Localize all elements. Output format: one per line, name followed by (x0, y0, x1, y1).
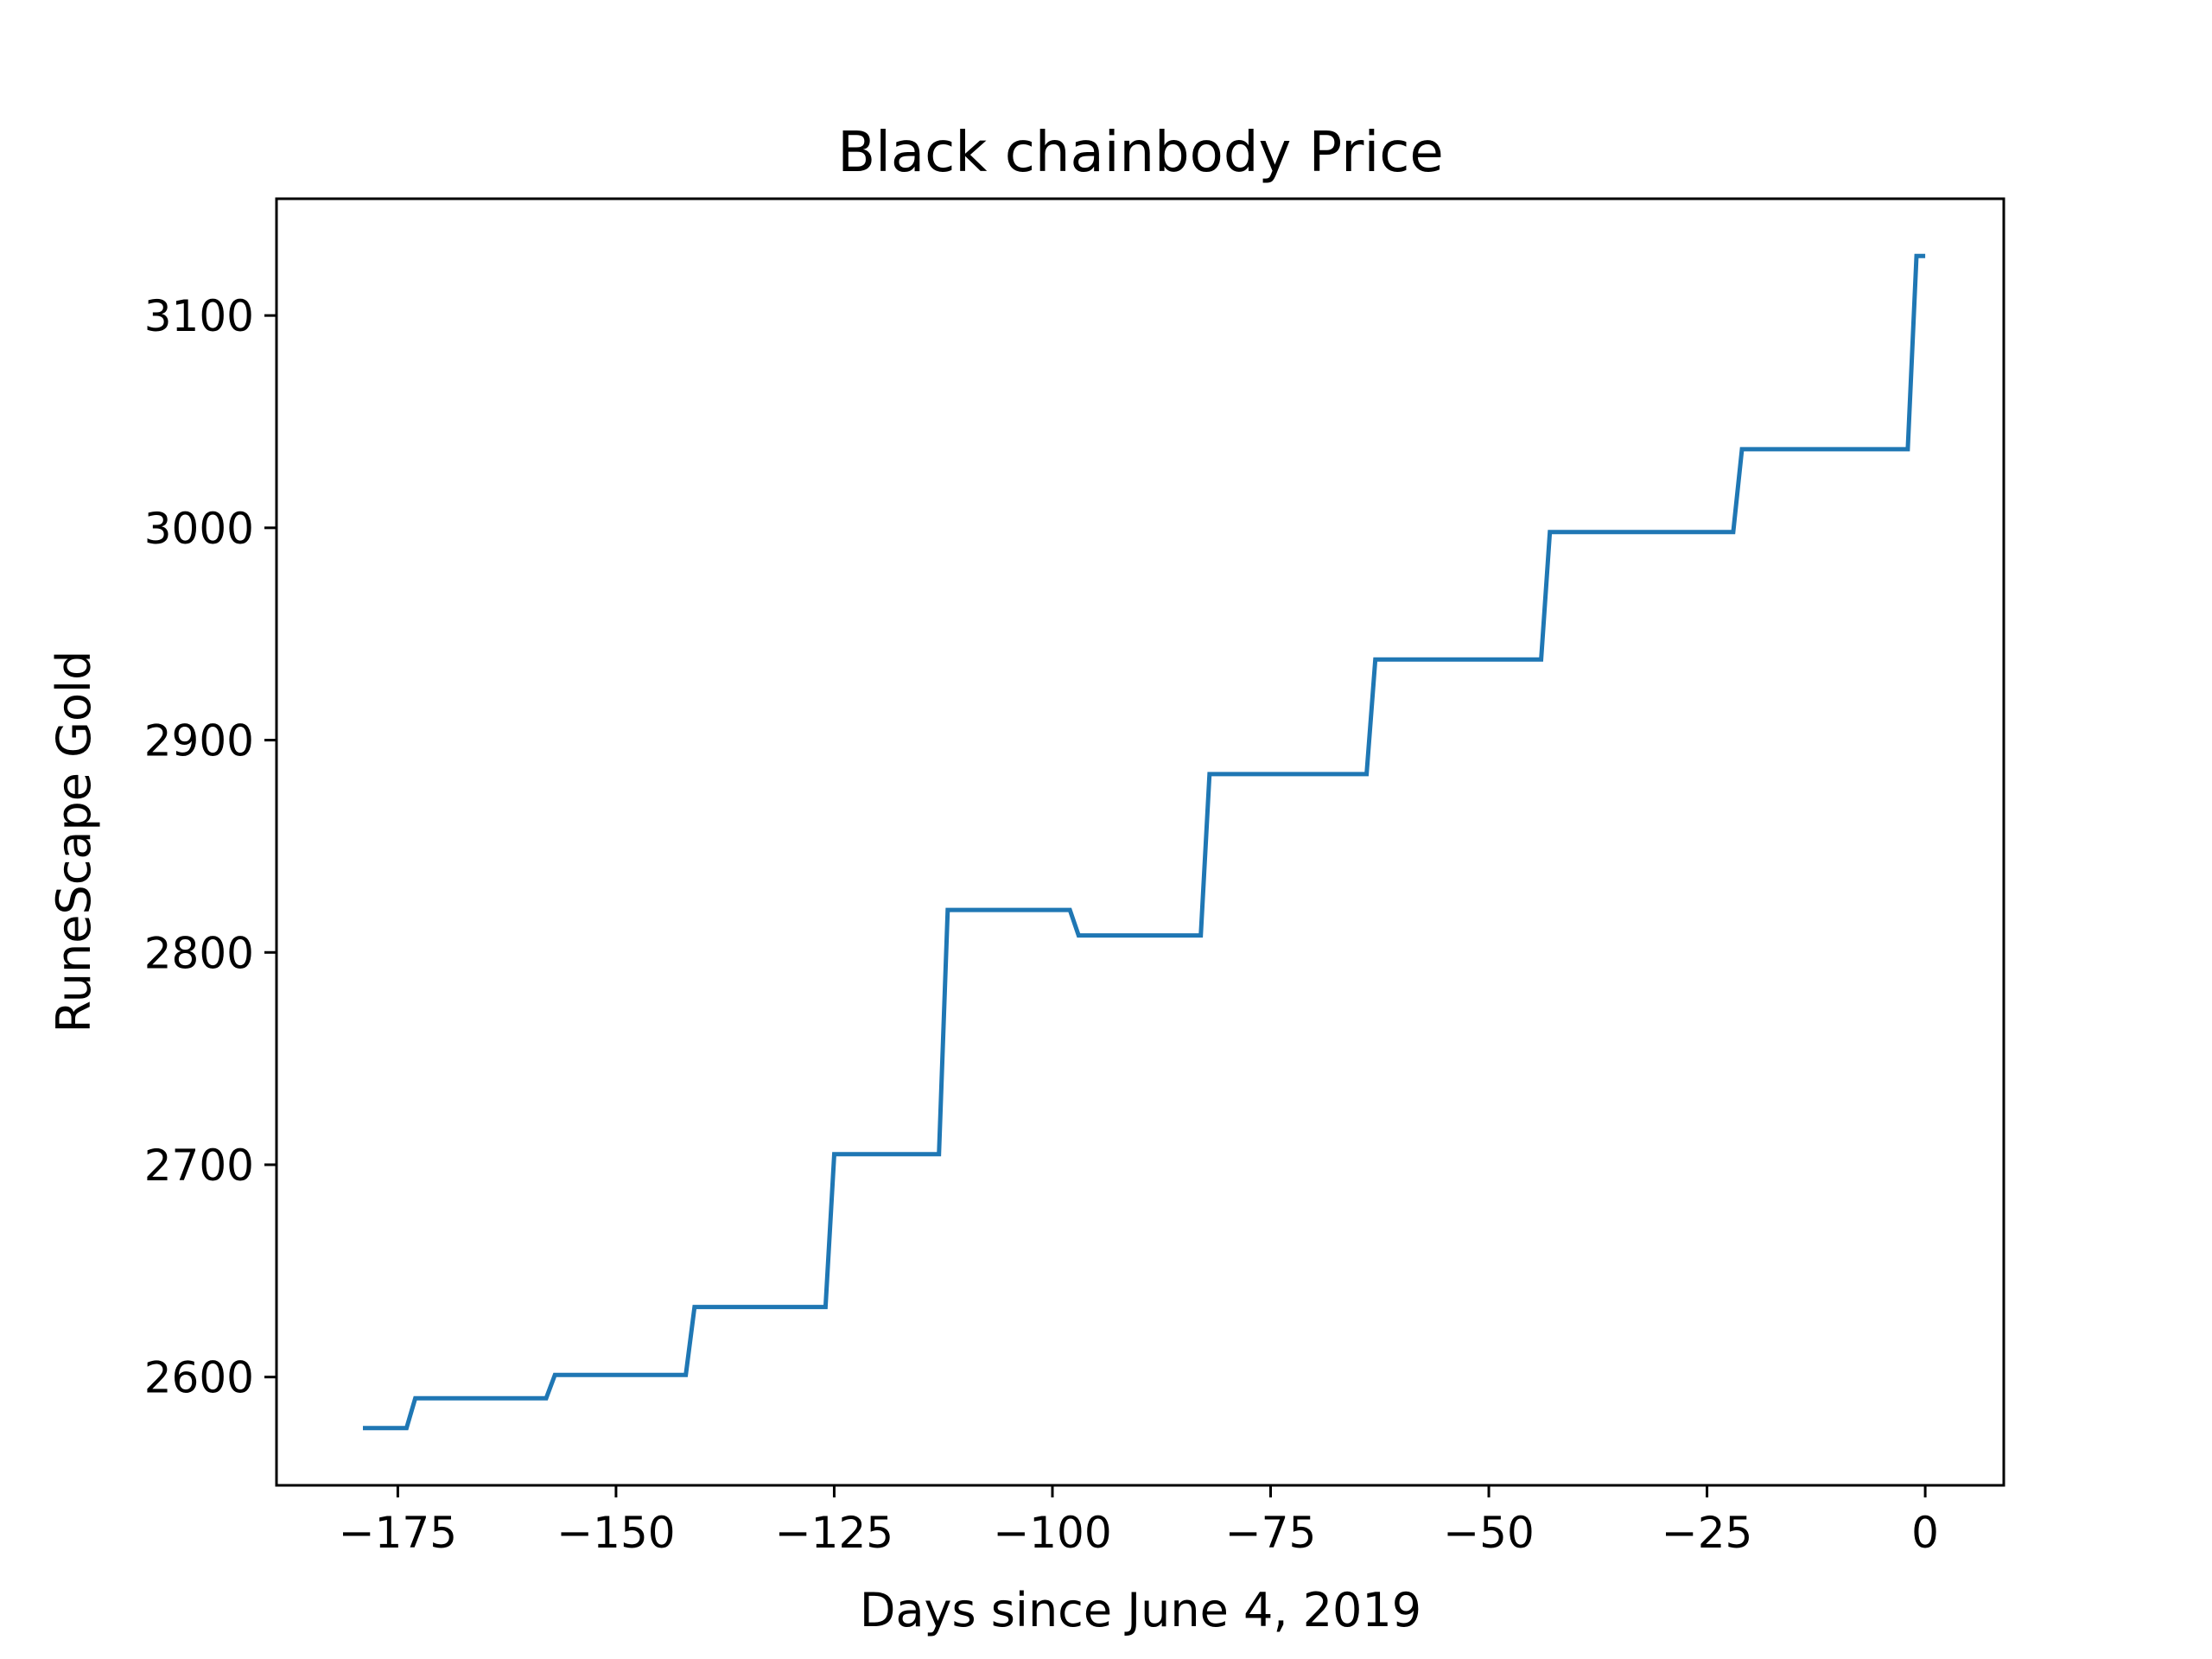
x-tick-label: −125 (775, 1508, 893, 1558)
x-tick-label: −150 (556, 1508, 675, 1558)
plot-series (363, 253, 1926, 1431)
y-tick-label: 2800 (144, 928, 254, 978)
y-tick-label: 2900 (144, 716, 254, 766)
plot-frame (275, 197, 2005, 1487)
price-series-line (363, 253, 1926, 1431)
x-tick-label: −100 (993, 1508, 1111, 1558)
x-tick-label: −75 (1225, 1508, 1317, 1558)
y-tick-label: 2600 (144, 1353, 254, 1403)
x-tick-label: 0 (1911, 1508, 1939, 1558)
y-tick-label: 2700 (144, 1141, 254, 1191)
y-axis-label: RuneScape Gold (47, 651, 101, 1033)
y-tick-label: 3100 (144, 291, 254, 341)
y-axis-ticks: 2600 2700 2800 2900 3000 3100 (144, 291, 276, 1403)
x-tick-label: −25 (1662, 1508, 1753, 1558)
y-tick-label: 3000 (144, 504, 254, 554)
x-axis-ticks: −175 −150 −125 −100 −75 −50 −25 0 (339, 1485, 1939, 1558)
x-tick-label: −175 (339, 1508, 457, 1558)
chart-title: Black chainbody Price (837, 121, 1444, 185)
x-tick-label: −50 (1443, 1508, 1535, 1558)
x-axis-label: Days since June 4, 2019 (860, 1583, 1421, 1637)
